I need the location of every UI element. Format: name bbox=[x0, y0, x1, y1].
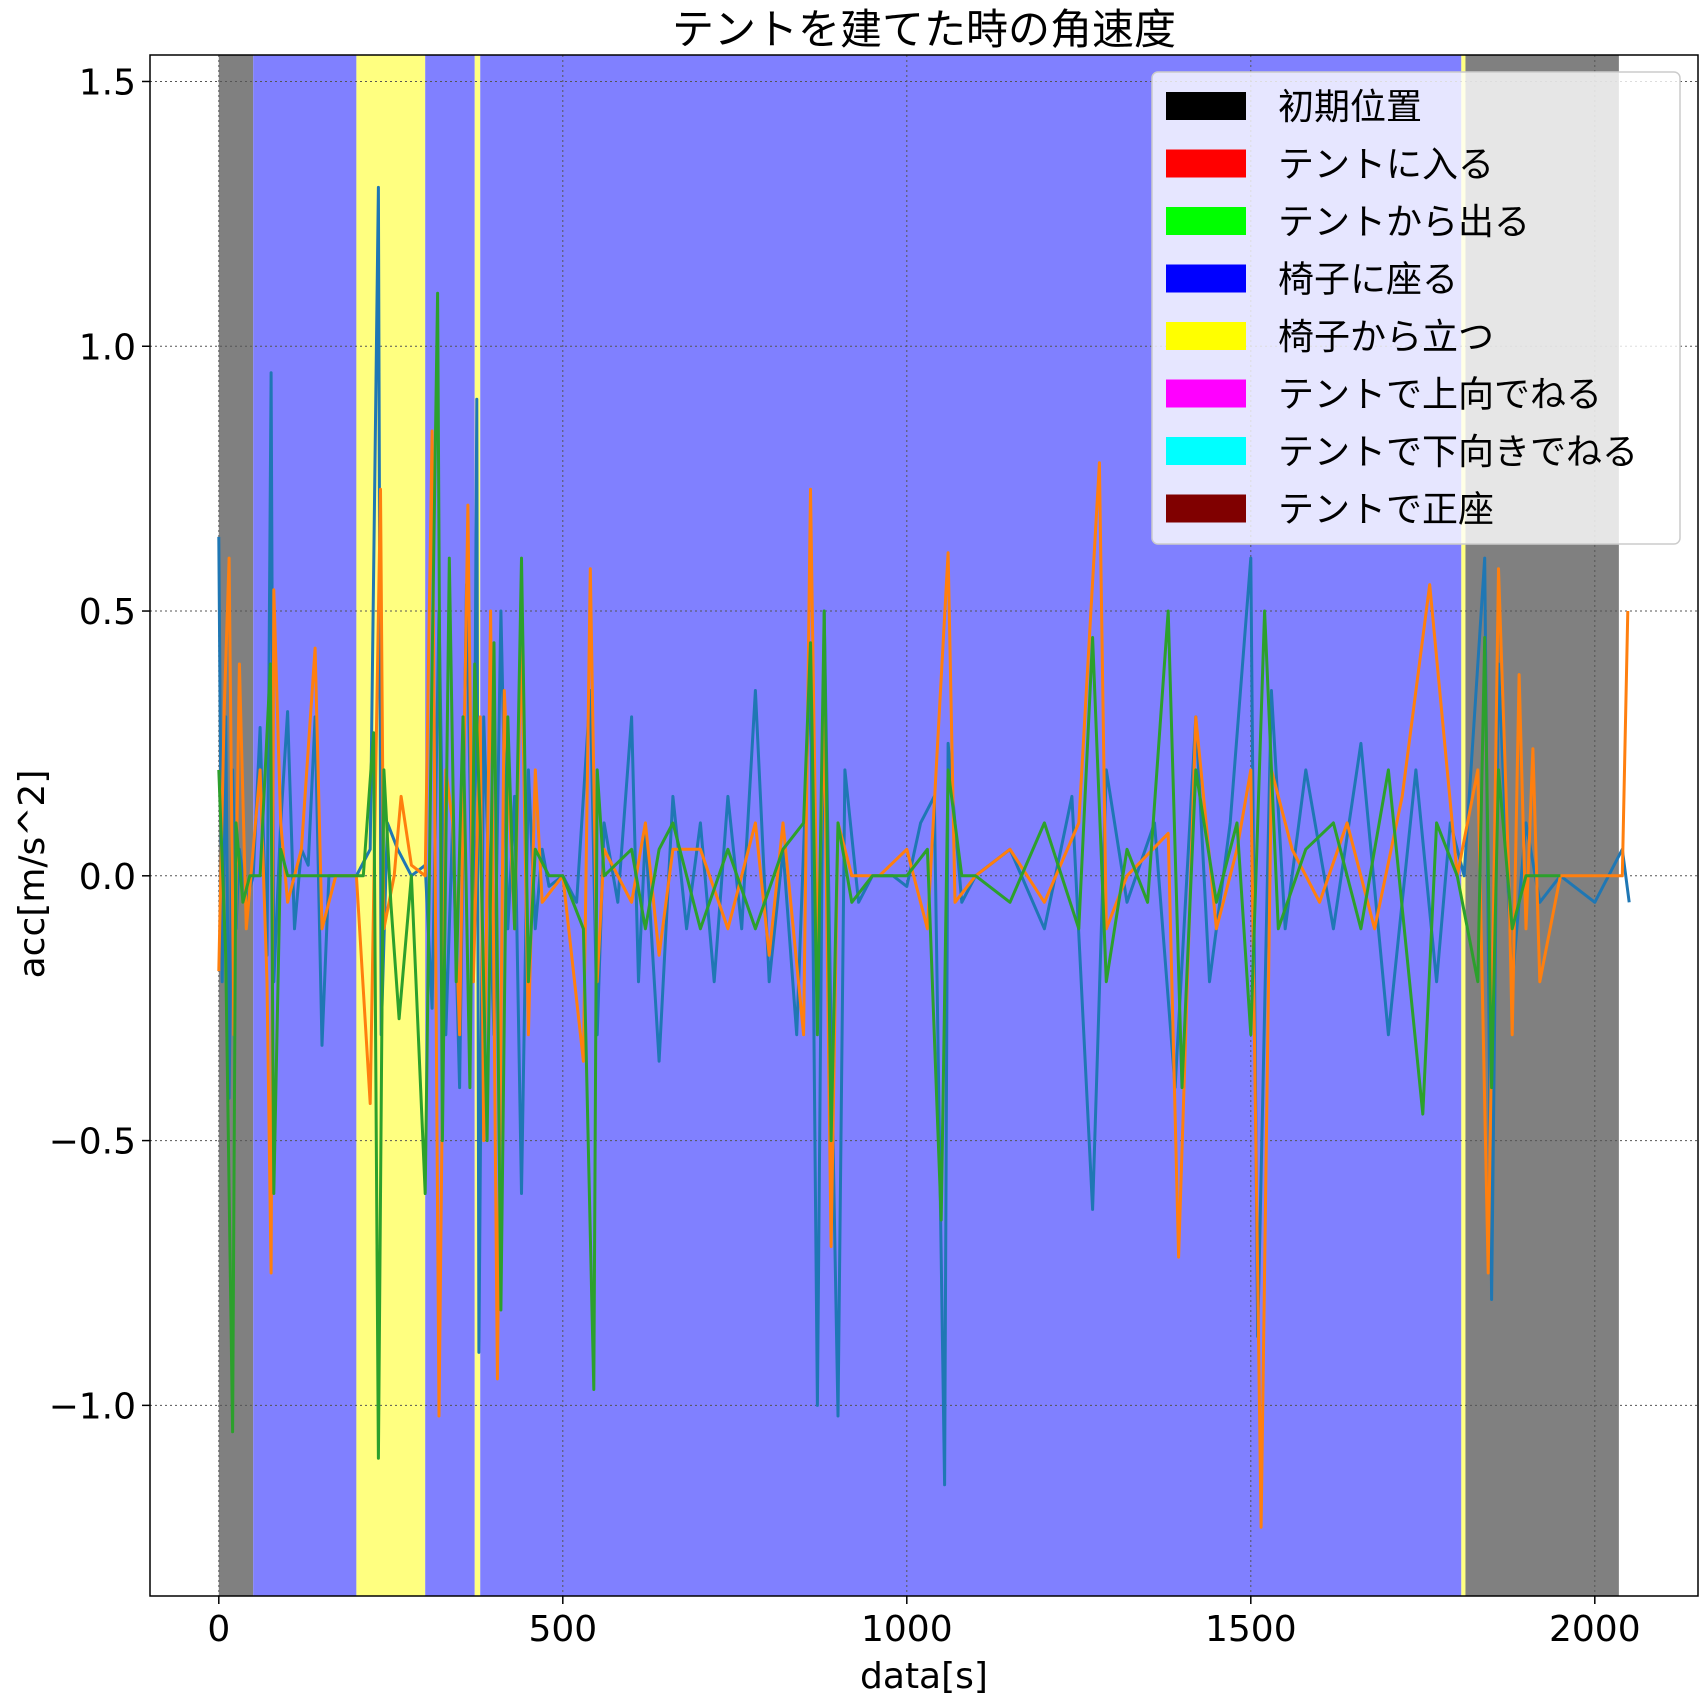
legend-label-0: 初期位置 bbox=[1278, 87, 1422, 128]
x-tick-label-4: 2000 bbox=[1549, 1609, 1641, 1650]
y-tick-label-1: −0.5 bbox=[49, 1122, 136, 1163]
background-span-3 bbox=[425, 55, 475, 1596]
x-axis-label: data[s] bbox=[860, 1656, 988, 1696]
series-line-0 bbox=[217, 185, 1631, 1487]
y-tick-label-0: −1.0 bbox=[49, 1386, 136, 1427]
legend-swatch-2 bbox=[1166, 207, 1246, 235]
background-span-6 bbox=[1461, 55, 1466, 1596]
y-tick-label-3: 0.5 bbox=[79, 592, 136, 633]
legend-label-2: テントから出る bbox=[1278, 202, 1530, 243]
legend: 初期位置テントに入るテントから出る椅子に座る椅子から立つテントで上向でねるテント… bbox=[1151, 71, 1681, 545]
x-tick-label-2: 1000 bbox=[861, 1609, 953, 1650]
y-tick-label-5: 1.5 bbox=[79, 62, 136, 103]
y-tick-label-2: 0.0 bbox=[79, 857, 136, 898]
y-tick-label-4: 1.0 bbox=[79, 327, 136, 368]
x-tick-label-1: 500 bbox=[528, 1609, 597, 1650]
x-tick-label-3: 1500 bbox=[1205, 1609, 1297, 1650]
legend-swatch-5 bbox=[1166, 379, 1246, 408]
legend-swatch-3 bbox=[1166, 264, 1246, 293]
legend-box bbox=[1151, 71, 1681, 545]
chart-title: テントを建てた時の角速度 bbox=[672, 5, 1176, 54]
legend-swatch-4 bbox=[1166, 322, 1246, 350]
legend-label-5: テントで上向でねる bbox=[1278, 375, 1602, 416]
legend-label-3: 椅子に座る bbox=[1278, 260, 1458, 301]
plot-frame bbox=[149, 54, 1699, 1597]
series-line-2 bbox=[217, 291, 1561, 1460]
legend-swatch-1 bbox=[1166, 149, 1246, 178]
legend-swatch-0 bbox=[1166, 92, 1246, 120]
legend-label-1: テントに入る bbox=[1278, 145, 1494, 186]
y-axis-label: acc[m/s^2] bbox=[12, 770, 53, 979]
legend-label-4: 椅子から立つ bbox=[1278, 317, 1494, 358]
plot-area: 0 500 1000 1500 2000 −1.0 −0.5 0.0 0.5 1.0 1.5 bbox=[49, 54, 1699, 1650]
legend-swatch-7 bbox=[1166, 494, 1246, 523]
x-tick-label-0: 0 bbox=[207, 1609, 230, 1650]
legend-label-7: テントで正座 bbox=[1278, 490, 1494, 531]
legend-swatch-6 bbox=[1166, 437, 1246, 465]
legend-label-6: テントで下向きでねる bbox=[1278, 432, 1638, 473]
